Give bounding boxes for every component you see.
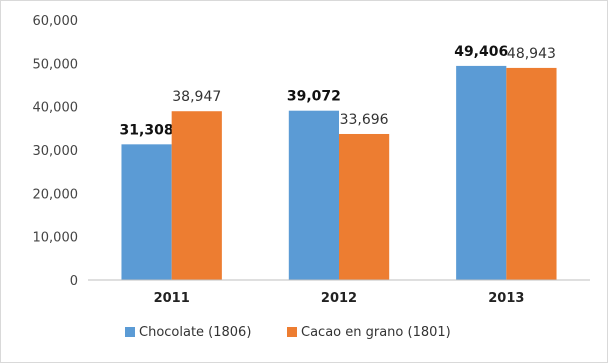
y-tick-label: 50,000 (33, 57, 79, 72)
bar-chocolate-2013 (456, 65, 507, 280)
legend-label: Chocolate (1806) (139, 325, 251, 340)
x-tick-label: 2011 (154, 291, 190, 306)
bar-cacao-2011 (171, 111, 222, 280)
legend: Chocolate (1806) Cacao en grano (1801) (125, 325, 451, 340)
data-label: 33,696 (340, 112, 389, 128)
bar-chocolate-2012 (288, 110, 339, 280)
bar-cacao-2012 (339, 133, 390, 280)
x-axis: 2011 2012 2013 (88, 279, 590, 306)
y-tick-label: 10,000 (33, 231, 79, 246)
x-tick-label: 2013 (488, 291, 524, 306)
data-label: 38,947 (172, 89, 221, 105)
y-tick-label: 40,000 (33, 101, 79, 116)
bar-chocolate-2011 (121, 144, 172, 280)
y-tick-label: 30,000 (33, 144, 79, 159)
legend-swatch (287, 327, 297, 337)
x-tick-label: 2012 (321, 291, 357, 306)
data-label: 49,406 (454, 44, 508, 60)
data-label: 48,943 (507, 46, 556, 62)
y-tick-label: 0 (70, 274, 78, 289)
y-axis: 0 10,000 20,000 30,000 40,000 50,000 60,000 (33, 14, 79, 289)
y-tick-label: 20,000 (33, 187, 79, 202)
data-label: 39,072 (287, 89, 341, 105)
legend-swatch (125, 327, 135, 337)
legend-label: Cacao en grano (1801) (301, 325, 451, 340)
y-tick-label: 60,000 (33, 14, 79, 29)
bar-cacao-2013 (506, 67, 557, 280)
data-label: 31,308 (120, 122, 174, 138)
